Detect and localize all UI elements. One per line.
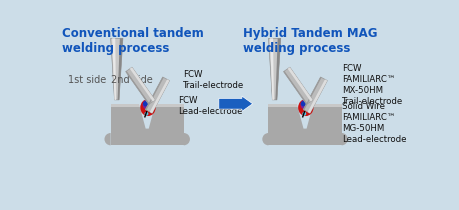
Polygon shape [302,77,327,113]
Ellipse shape [302,112,306,116]
Polygon shape [129,67,155,102]
Polygon shape [110,104,184,107]
Ellipse shape [300,100,308,109]
Polygon shape [296,103,313,129]
Polygon shape [287,67,312,102]
Wedge shape [104,133,110,145]
Polygon shape [112,38,116,100]
Ellipse shape [140,99,155,116]
Ellipse shape [144,112,148,116]
Text: 1st side: 1st side [68,75,106,85]
FancyArrow shape [218,96,252,112]
Text: 2nd side: 2nd side [111,75,152,85]
Ellipse shape [147,105,151,109]
Polygon shape [275,38,280,100]
Ellipse shape [297,99,313,116]
Text: Conventional tandem
welding process: Conventional tandem welding process [62,27,204,55]
Polygon shape [268,104,341,107]
Ellipse shape [300,101,306,106]
Polygon shape [139,103,155,129]
Polygon shape [307,79,327,113]
Polygon shape [118,38,123,100]
Polygon shape [302,77,321,110]
Polygon shape [150,79,169,113]
Polygon shape [145,77,169,113]
Text: Hybrid Tandem MAG
welding process: Hybrid Tandem MAG welding process [243,27,377,55]
Wedge shape [184,133,190,145]
Polygon shape [283,71,307,104]
Ellipse shape [143,101,148,106]
Ellipse shape [305,105,308,109]
Polygon shape [145,77,163,110]
Text: FCW
Trail-electrode: FCW Trail-electrode [183,70,244,90]
Polygon shape [283,67,312,104]
Text: FCW
Lead-electrode: FCW Lead-electrode [178,96,242,116]
Polygon shape [125,67,155,104]
Text: Solid Wire
FAMILIARC™
MG-50HM
Lead-electrode: Solid Wire FAMILIARC™ MG-50HM Lead-elect… [341,102,406,144]
Wedge shape [341,133,347,145]
Ellipse shape [142,100,150,109]
Polygon shape [110,104,184,145]
Polygon shape [125,71,149,104]
Polygon shape [268,104,341,145]
Polygon shape [268,38,280,100]
Polygon shape [269,38,273,100]
Polygon shape [110,38,123,100]
Wedge shape [262,133,268,145]
Text: FCW
FAMILIARC™
MX-50HM
Trail-electrode: FCW FAMILIARC™ MX-50HM Trail-electrode [341,64,403,106]
